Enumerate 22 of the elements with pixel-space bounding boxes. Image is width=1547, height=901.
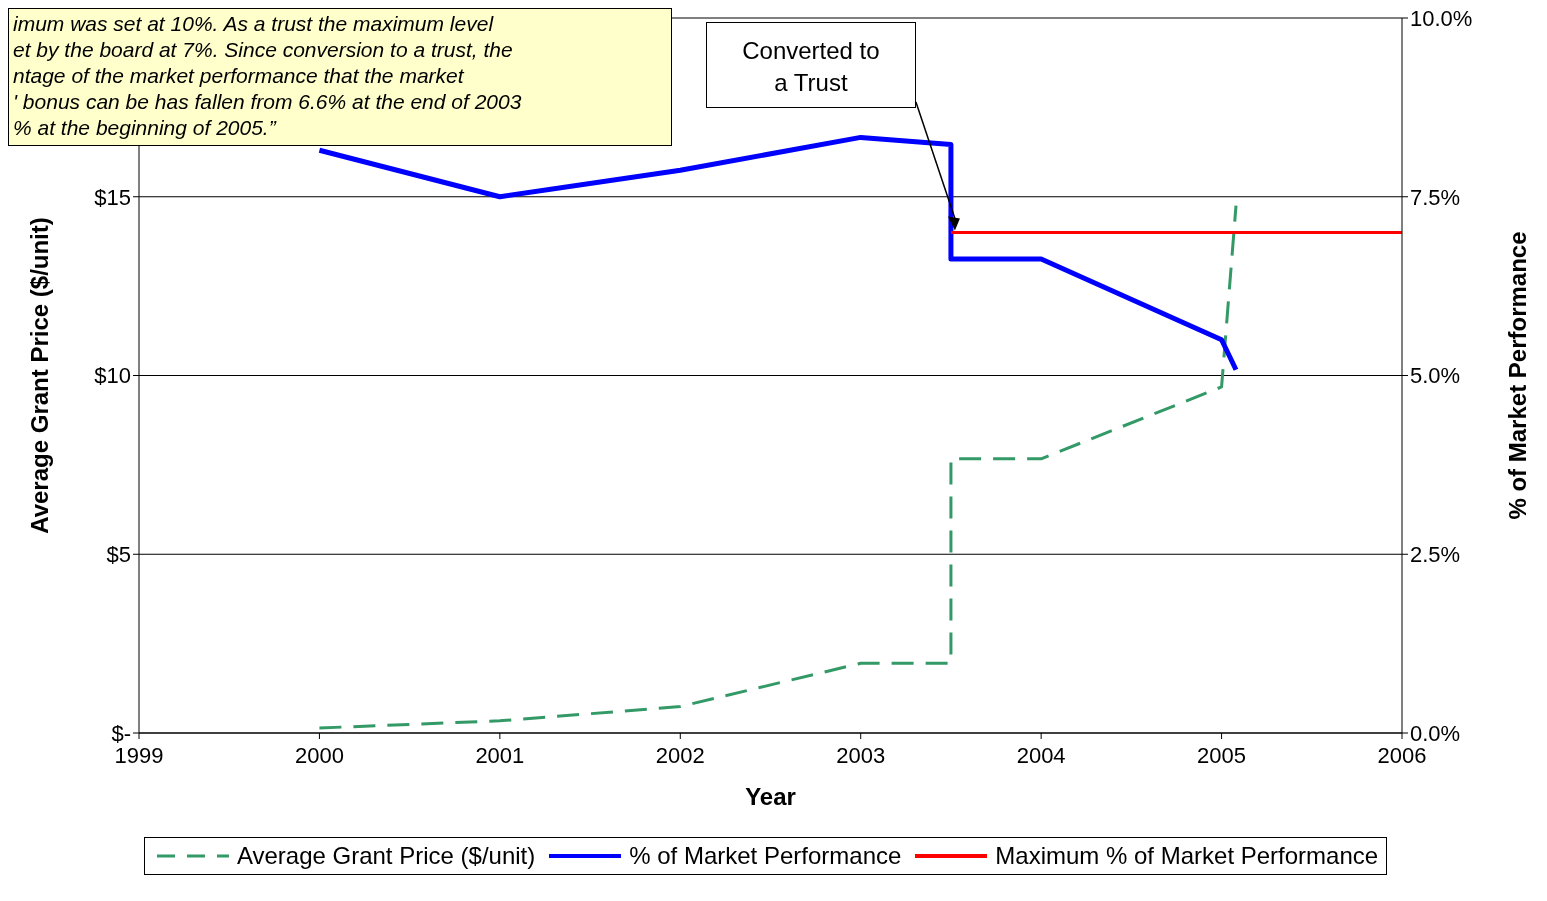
x-tick-label: 2003 (836, 742, 886, 768)
x-tick-label: 2000 (294, 742, 344, 768)
note-card: imum was set at 10%. As a trust the maximum level et by the board at 7%. Since conversion to a trust, the ntage of the market performance that the market ' bonus can be has fallen from 6.6% at the end of 2003 % at the beginning of 2005.” (8, 8, 672, 146)
y-tick-label: $5 (106, 542, 131, 568)
y2-tick-label: 5.0% (1410, 363, 1461, 389)
x-tick-label: 2001 (475, 742, 525, 768)
x-tick-label: 2005 (1197, 742, 1247, 768)
x-tick-label: 2002 (655, 742, 705, 768)
x-tick-label: 2004 (1016, 742, 1066, 768)
annotation: Converted to a Trust (705, 22, 916, 108)
y-tick-label: $15 (94, 184, 131, 210)
y-tick-label: $10 (94, 363, 131, 389)
legend-label: % of Market Performance (629, 842, 902, 870)
y2-tick-label: 2.5% (1410, 542, 1461, 568)
legend-label: Average Grant Price ($/unit) (236, 842, 536, 870)
legend-label: Maximum % of Market Performance (995, 842, 1379, 870)
y2-axis-title: % of Market Performance (1503, 231, 1531, 520)
y-axis-title: Average Grant Price ($/unit) (25, 217, 53, 534)
y2-tick-label: 10.0% (1410, 5, 1473, 31)
y2-tick-label: 7.5% (1410, 184, 1461, 210)
x-axis-title: Year (745, 783, 796, 810)
line-series (317, 204, 1238, 730)
